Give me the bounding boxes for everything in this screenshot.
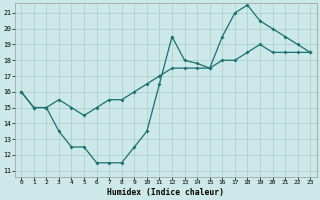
- X-axis label: Humidex (Indice chaleur): Humidex (Indice chaleur): [107, 188, 224, 197]
